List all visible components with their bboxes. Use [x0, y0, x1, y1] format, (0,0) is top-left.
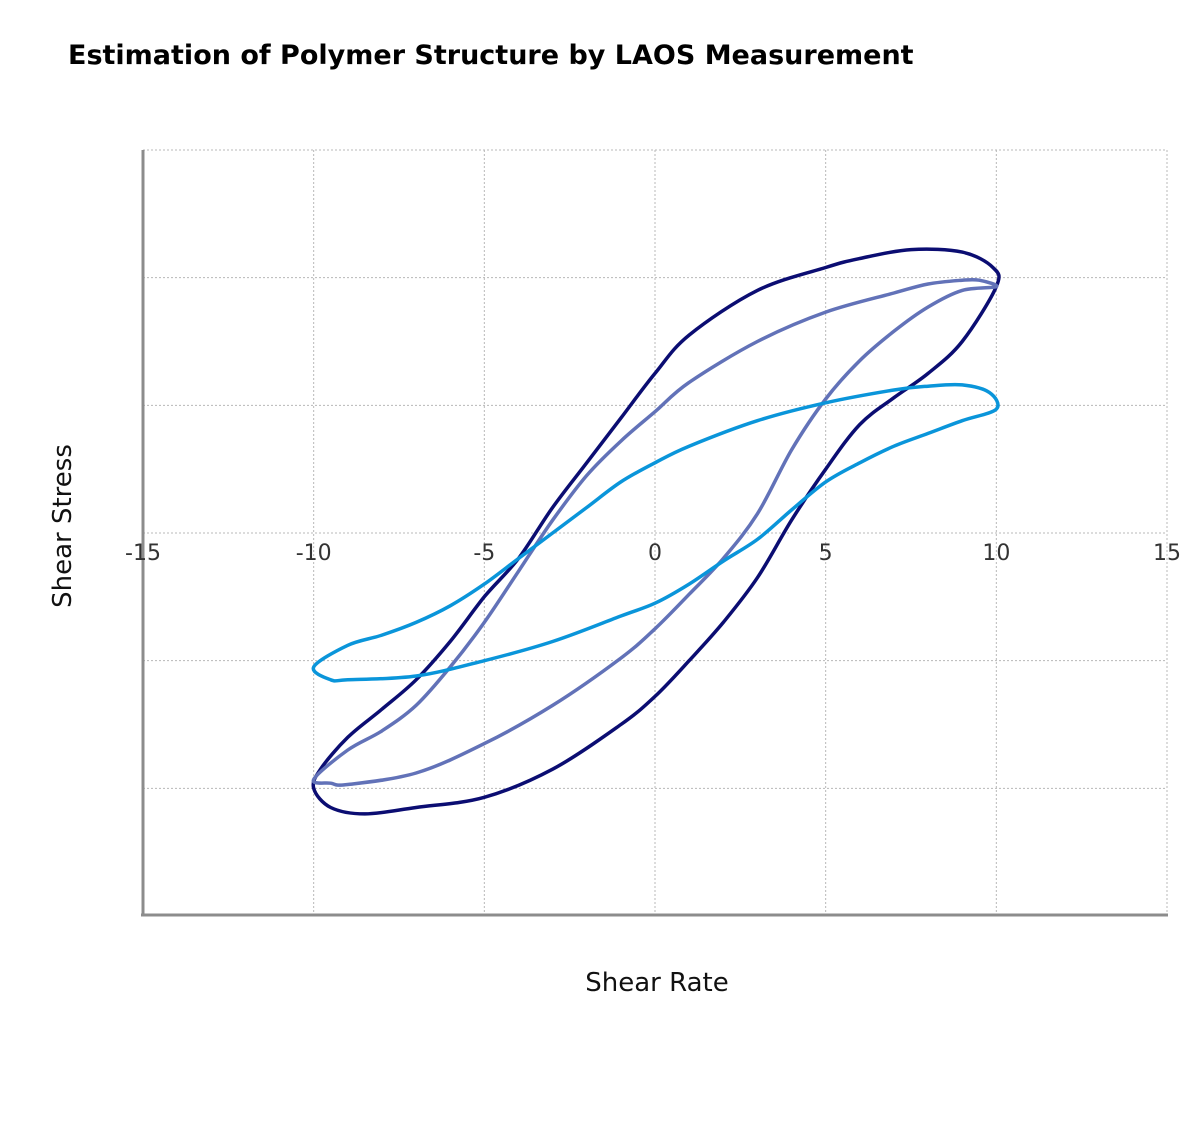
- grid: [143, 149, 1168, 916]
- x-tick-label: 10: [982, 541, 1010, 566]
- series-loop-1: [311, 247, 1001, 816]
- series-group: [311, 247, 1001, 816]
- x-tick-label: -15: [125, 541, 161, 566]
- y-axis-label: Shear Stress: [48, 444, 78, 608]
- series-loop-2: [311, 277, 999, 787]
- x-tick-label: 5: [819, 541, 833, 566]
- x-tick-label: 0: [648, 541, 662, 566]
- x-axis-label: Shear Rate: [585, 968, 728, 998]
- x-tick-labels: -15 -10 -5 0 5 10 15: [125, 541, 1181, 566]
- series-loop-3: [311, 382, 1000, 683]
- chart-title: Estimation of Polymer Structure by LAOS …: [68, 40, 914, 71]
- axes: [141, 150, 1168, 917]
- x-tick-label: -5: [473, 541, 495, 566]
- x-tick-label: 15: [1153, 541, 1181, 566]
- x-tick-label: -10: [296, 541, 332, 566]
